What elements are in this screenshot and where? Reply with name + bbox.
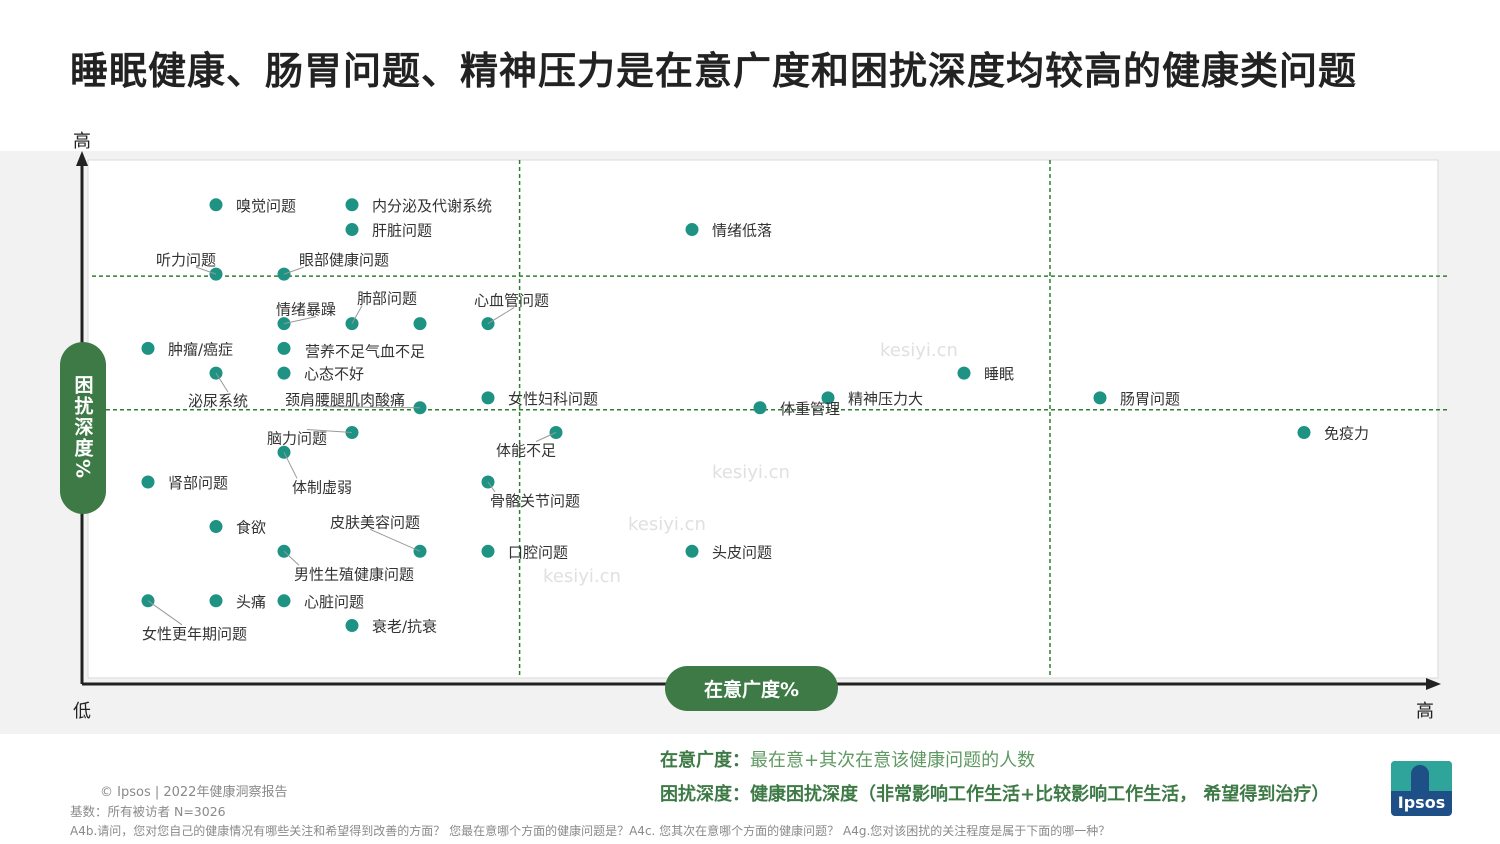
x-axis-high-label: 高 — [1416, 701, 1434, 722]
definition-depth-key: 困扰深度： — [660, 784, 750, 805]
data-point-label: 泌尿系统 — [188, 392, 248, 410]
data-point-label: 情绪低落 — [712, 222, 772, 240]
data-point-label: 体重管理 — [780, 400, 840, 418]
data-point-label: 眼部健康问题 — [299, 251, 389, 269]
x-axis-arrow — [1426, 678, 1441, 690]
label-leader-line — [306, 429, 353, 433]
data-point-label: 肾部问题 — [168, 474, 228, 492]
data-point-label: 女性妇科问题 — [508, 390, 598, 408]
label-leader-line — [283, 550, 300, 566]
definition-depth-value: 健康困扰深度（非常影响工作生活+比较影响工作生活， 希望得到治疗） — [750, 784, 1330, 805]
logo-figure-icon — [1411, 765, 1429, 795]
data-point — [685, 544, 699, 558]
footer-base: 基数：所有被访者 N=3026 — [70, 804, 226, 819]
data-point — [413, 317, 427, 331]
data-point-label: 头痛 — [236, 593, 266, 611]
data-point-label: 体制虚弱 — [292, 478, 352, 496]
data-point-label: 营养不足气血不足 — [305, 343, 425, 361]
label-leader-line — [195, 266, 217, 275]
data-point-label: 肠胃问题 — [1120, 390, 1180, 408]
data-point-label: 精神压力大 — [848, 390, 923, 408]
data-point-label: 颈肩腰腿肌肉酸痛 — [285, 391, 405, 409]
watermark: kesiyi.cn — [712, 462, 790, 483]
label-leader-line — [535, 432, 557, 442]
reference-lines — [92, 160, 1450, 678]
label-leader-line — [283, 316, 317, 325]
data-point-label: 头皮问题 — [712, 543, 772, 561]
data-point — [141, 341, 155, 355]
data-point-label: 心脏问题 — [304, 593, 364, 611]
data-point-label: 情绪暴躁 — [276, 301, 336, 319]
label-leader-line — [283, 266, 305, 275]
data-point — [1093, 391, 1107, 405]
data-point-label: 体能不足 — [496, 442, 556, 460]
data-point-label: 心血管问题 — [474, 292, 549, 310]
data-point-label: 骨骼关节问题 — [490, 492, 580, 510]
data-point — [753, 401, 767, 415]
y-axis-arrow — [76, 151, 88, 166]
data-point — [481, 544, 495, 558]
data-point-label: 嗅觉问题 — [236, 197, 296, 215]
footer-copyright: © Ipsos | 2022年健康洞察报告 — [100, 785, 288, 800]
y-axis-high-label: 高 — [73, 131, 91, 152]
ipsos-logo: Ipsos — [1391, 761, 1452, 816]
label-leader-line — [283, 452, 298, 479]
data-point — [821, 391, 835, 405]
data-point-label: 脑力问题 — [267, 430, 327, 448]
data-point — [345, 198, 359, 212]
definition-breadth-value: 最在意+其次在意该健康问题的人数 — [750, 750, 1036, 771]
label-leader-line — [324, 406, 421, 409]
data-point-label: 免疫力 — [1324, 425, 1369, 443]
data-point — [209, 594, 223, 608]
logo-text: Ipsos — [1397, 793, 1446, 812]
data-point — [685, 223, 699, 237]
data-point-label: 女性更年期问题 — [142, 625, 247, 643]
data-point-label: 肿瘤/癌症 — [168, 340, 233, 358]
data-point-label: 睡眠 — [984, 365, 1014, 383]
definition-breadth-key: 在意广度： — [660, 750, 750, 771]
data-point-label: 肝脏问题 — [372, 222, 432, 240]
x-axis-low-label: 低 — [73, 701, 91, 722]
data-point — [277, 341, 291, 355]
watermark: kesiyi.cn — [880, 340, 958, 361]
data-point — [209, 198, 223, 212]
data-point — [1297, 426, 1311, 439]
data-point-label: 皮肤美容问题 — [330, 513, 420, 531]
label-leader-line — [369, 528, 421, 552]
y-axis-title: 困扰深度% — [60, 342, 106, 514]
data-point — [277, 594, 291, 608]
data-point-label: 男性生殖健康问题 — [294, 565, 414, 583]
data-point — [481, 391, 495, 405]
label-leader-line — [147, 600, 183, 626]
data-point — [957, 366, 971, 380]
label-leader-line — [215, 372, 229, 393]
definition-breadth: 在意广度：最在意+其次在意该健康问题的人数 — [660, 746, 1035, 772]
data-point-label: 衰老/抗衰 — [372, 618, 437, 636]
footer-question: A4b.请问，您对您自己的健康情况有哪些关注和希望得到改善的方面？ 您最在意哪个… — [70, 824, 1111, 838]
watermark: kesiyi.cn — [628, 514, 706, 535]
page-title: 睡眠健康、肠胃问题、精神压力是在意广度和困扰深度均较高的健康类问题 — [70, 49, 1358, 93]
watermark: kesiyi.cn — [543, 566, 621, 587]
label-leader-line — [487, 307, 515, 325]
data-point — [277, 366, 291, 380]
label-leader-line — [487, 481, 496, 493]
x-axis-title: 在意广度% — [665, 666, 838, 711]
data-point-label: 内分泌及代谢系统 — [372, 197, 492, 215]
label-leader-line — [351, 305, 363, 324]
data-point-label: 食欲 — [236, 519, 266, 537]
data-point-label: 心态不好 — [304, 365, 364, 383]
data-point-label: 口腔问题 — [508, 543, 568, 561]
data-point-label: 肺部问题 — [357, 290, 417, 308]
data-point — [345, 619, 359, 633]
data-point-label: 听力问题 — [156, 251, 216, 269]
plot-area — [87, 159, 1439, 679]
definition-depth: 困扰深度：健康困扰深度（非常影响工作生活+比较影响工作生活， 希望得到治疗） — [660, 780, 1329, 806]
data-point — [345, 223, 359, 237]
data-point — [141, 475, 155, 489]
data-point — [209, 520, 223, 534]
